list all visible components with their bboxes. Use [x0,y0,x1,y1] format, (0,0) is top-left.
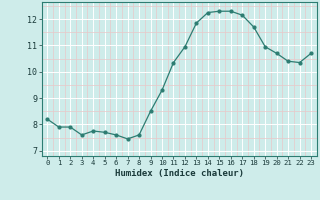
X-axis label: Humidex (Indice chaleur): Humidex (Indice chaleur) [115,169,244,178]
